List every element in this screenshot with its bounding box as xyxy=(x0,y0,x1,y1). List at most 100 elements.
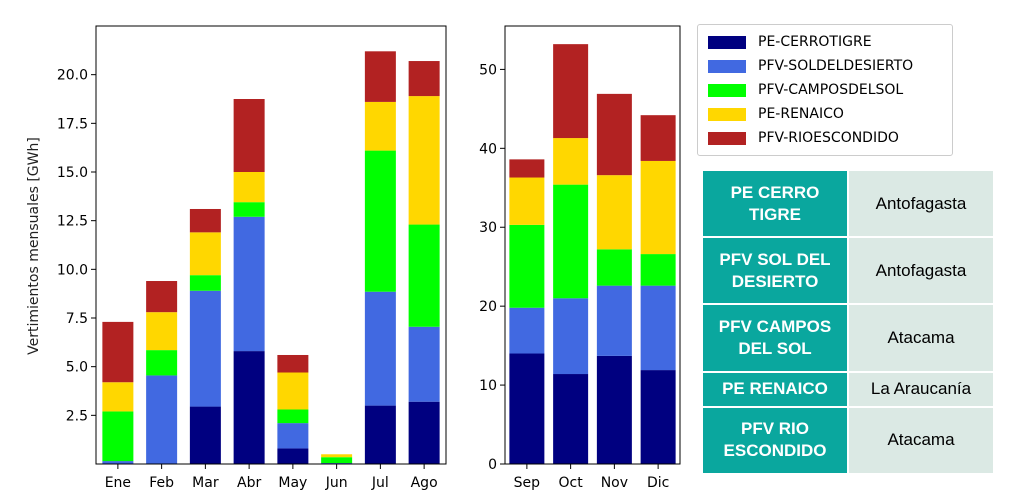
legend-swatch xyxy=(708,131,746,145)
y-tick-label: 30 xyxy=(479,220,497,236)
y-tick-label: 10 xyxy=(479,378,497,394)
bar-sep-pfv-soldeldesierto xyxy=(509,307,545,354)
bar-jul-pfv-rioescondido xyxy=(364,51,396,102)
bar-abr-pfv-camposdelsol xyxy=(233,202,265,217)
plot-frame xyxy=(504,25,681,465)
bar-feb-pfv-camposdelsol xyxy=(146,350,178,376)
bar-mar-pfv-rioescondido xyxy=(189,208,221,233)
plant-name-cell: PE RENAICO xyxy=(701,370,849,408)
bar-dic-pfv-soldeldesierto xyxy=(640,285,676,371)
legend-swatch xyxy=(708,35,746,49)
bar-feb-pe-renaico xyxy=(146,312,178,351)
bar-dic-pe-renaico xyxy=(640,160,676,255)
bar-jun-pfv-camposdelsol xyxy=(321,457,353,464)
bar-may-pe-renaico xyxy=(277,372,309,410)
bar-jun-pe-renaico xyxy=(321,454,353,458)
bar-jul-pe-renaico xyxy=(364,101,396,151)
legend-swatch xyxy=(708,83,746,97)
legend-item-pfv-soldeldesierto: PFV-SOLDELDESIERTO xyxy=(708,56,913,76)
plot-frame xyxy=(95,25,447,465)
bar-mar-pfv-camposdelsol xyxy=(189,275,221,291)
bar-ago-pfv-soldeldesierto xyxy=(408,326,440,402)
bar-abr-pfv-rioescondido xyxy=(233,99,265,172)
bar-nov-pfv-rioescondido xyxy=(596,93,632,176)
bar-feb-pfv-rioescondido xyxy=(146,281,178,313)
x-tick-label-ene: Ene xyxy=(105,475,131,491)
bar-ago-pe-cerrotigre xyxy=(408,401,440,464)
y-tick-label: 0 xyxy=(488,457,497,473)
chart-jan-aug: 2.5 5.0 7.5 10.0 12.5 15.0 17.5 20.0 Ene Feb Mar Ab… xyxy=(57,25,447,491)
y-tick-label: 5.0 xyxy=(66,360,88,376)
x-tick-label-abr: Abr xyxy=(237,475,261,491)
bar-oct-pe-renaico xyxy=(553,138,589,185)
legend-label: PE-RENAICO xyxy=(758,106,844,122)
bar-may-pfv-rioescondido xyxy=(277,354,309,373)
bar-sep-pe-cerrotigre xyxy=(509,353,545,464)
x-tick-label-dic: Dic xyxy=(647,475,669,491)
legend-label: PFV-CAMPOSDELSOL xyxy=(758,82,904,98)
x-tick-label-mar: Mar xyxy=(192,475,219,491)
y-tick-label: 50 xyxy=(479,62,497,78)
x-tick-label-ago: Ago xyxy=(411,475,438,491)
plant-name-cell: PE CERRO TIGRE xyxy=(701,168,849,239)
legend-swatch xyxy=(708,107,746,121)
bar-oct-pe-cerrotigre xyxy=(553,374,589,464)
bar-sep-pe-renaico xyxy=(509,177,545,225)
bar-oct-pfv-rioescondido xyxy=(553,44,589,139)
bar-ene-pfv-rioescondido xyxy=(102,321,134,383)
bar-nov-pfv-soldeldesierto xyxy=(596,285,632,356)
bar-dic-pfv-rioescondido xyxy=(640,115,676,161)
bar-may-pe-cerrotigre xyxy=(277,448,309,464)
plant-region-cell: Atacama xyxy=(847,303,995,373)
table-row: PFV CAMPOS DEL SOL Atacama xyxy=(701,303,995,373)
legend-swatch xyxy=(708,59,746,73)
y-tick-label: 15.0 xyxy=(57,165,88,181)
x-tick-label-jun: Jun xyxy=(325,475,348,491)
legend-item-pfv-camposdelsol: PFV-CAMPOSDELSOL xyxy=(708,80,903,100)
legend-item-pe-cerrotigre: PE-CERROTIGRE xyxy=(708,32,872,52)
x-tick-label-nov: Nov xyxy=(601,475,628,491)
chart-sep-dec: 0 10 20 30 40 50 Sep Oct Nov Dic xyxy=(479,25,681,491)
plant-name-cell: PFV CAMPOS DEL SOL xyxy=(701,303,849,373)
bar-sep-pfv-camposdelsol xyxy=(509,224,545,308)
x-tick-label-oct: Oct xyxy=(559,475,584,491)
plant-region-cell: Atacama xyxy=(847,405,995,476)
y-tick-label: 7.5 xyxy=(66,311,88,327)
y-tick-label: 20.0 xyxy=(57,68,88,84)
bar-abr-pe-renaico xyxy=(233,172,265,203)
bar-nov-pfv-camposdelsol xyxy=(596,249,632,286)
bar-ago-pfv-camposdelsol xyxy=(408,224,440,327)
table-row: PFV RIO ESCONDIDO Atacama xyxy=(701,405,995,476)
bar-may-pfv-camposdelsol xyxy=(277,409,309,424)
bar-mar-pe-cerrotigre xyxy=(189,406,221,464)
bar-ene-pfv-camposdelsol xyxy=(102,411,134,462)
bar-jul-pfv-camposdelsol xyxy=(364,150,396,292)
x-tick-label-jul: Jul xyxy=(371,475,389,491)
table-row: PE CERRO TIGRE Antofagasta xyxy=(701,168,995,239)
bar-feb-pfv-soldeldesierto xyxy=(146,375,178,464)
legend-label: PFV-RIOESCONDIDO xyxy=(758,130,899,146)
bar-oct-pfv-soldeldesierto xyxy=(553,298,589,375)
bar-jul-pfv-soldeldesierto xyxy=(364,291,396,406)
bar-jul-pe-cerrotigre xyxy=(364,405,396,464)
bar-oct-pfv-camposdelsol xyxy=(553,184,589,299)
y-tick-label: 10.0 xyxy=(57,262,88,278)
bar-nov-pe-renaico xyxy=(596,175,632,250)
bar-ene-pfv-soldeldesierto xyxy=(102,461,134,464)
bar-abr-pe-cerrotigre xyxy=(233,351,265,464)
table-row: PE RENAICO La Araucanía xyxy=(701,370,995,408)
chart-legend: PE-CERROTIGRE PFV-SOLDELDESIERTO PFV-CAM… xyxy=(697,24,953,156)
bar-mar-pfv-soldeldesierto xyxy=(189,290,221,407)
x-tick-label-sep: Sep xyxy=(514,475,541,491)
plant-name-cell: PFV SOL DEL DESIERTO xyxy=(701,236,849,306)
y-tick-label: 40 xyxy=(479,141,497,157)
bar-dic-pe-cerrotigre xyxy=(640,370,676,464)
plant-region-table: PE CERRO TIGRE Antofagasta PFV SOL DEL D… xyxy=(701,168,995,476)
y-axis-label: Vertimientos mensuales [GWh] xyxy=(26,137,42,355)
plant-name-cell: PFV RIO ESCONDIDO xyxy=(701,405,849,476)
bar-ago-pe-renaico xyxy=(408,96,440,225)
bar-dic-pfv-camposdelsol xyxy=(640,254,676,286)
x-tick-label-may: May xyxy=(278,475,307,491)
bar-nov-pe-cerrotigre xyxy=(596,355,632,464)
table-row: PFV SOL DEL DESIERTO Antofagasta xyxy=(701,236,995,306)
